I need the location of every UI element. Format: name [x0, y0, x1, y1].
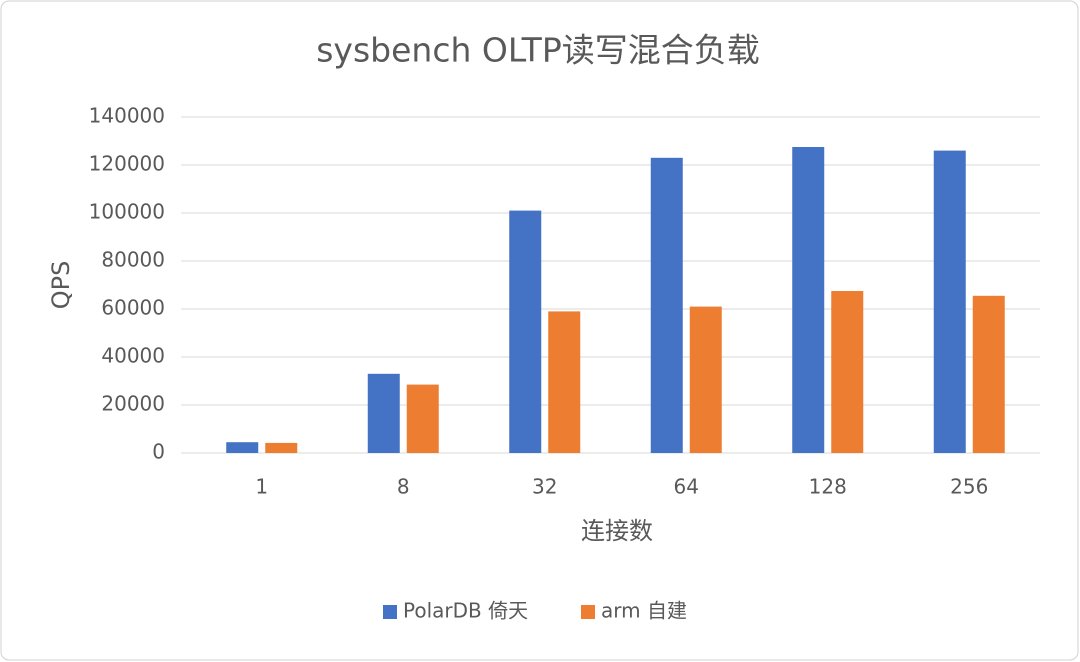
y-tick-label: 80000 — [101, 248, 165, 272]
bar — [792, 147, 825, 453]
x-tick-label: 32 — [532, 475, 557, 499]
bar — [548, 311, 581, 453]
bar — [831, 291, 864, 453]
bar — [509, 210, 542, 453]
y-tick-label: 20000 — [101, 392, 165, 416]
bar — [972, 295, 1005, 453]
bar — [689, 306, 722, 453]
x-tick-label: 8 — [397, 475, 410, 499]
chart-title: sysbench OLTP读写混合负载 — [316, 31, 760, 70]
y-tick-label: 60000 — [101, 296, 165, 320]
x-tick-label: 128 — [809, 475, 847, 499]
bar — [650, 157, 683, 454]
x-tick-label: 256 — [950, 475, 988, 499]
legend-label: PolarDB 倚天 — [403, 599, 528, 623]
x-tick-label: 1 — [255, 475, 268, 499]
y-axis-label: QPS — [47, 261, 75, 310]
legend-swatch — [383, 605, 397, 619]
x-axis-label: 连接数 — [581, 517, 653, 545]
bar — [933, 150, 966, 453]
y-tick-label: 140000 — [89, 104, 165, 128]
legend-label: arm 自建 — [601, 599, 687, 623]
bar — [226, 442, 259, 453]
y-tick-label: 100000 — [89, 200, 165, 224]
bar — [406, 384, 439, 453]
legend-swatch — [581, 605, 595, 619]
bar — [265, 442, 298, 453]
bar — [367, 373, 400, 453]
y-tick-label: 120000 — [89, 152, 165, 176]
y-tick-label: 0 — [152, 440, 165, 464]
x-tick-label: 64 — [674, 475, 699, 499]
y-tick-label: 40000 — [101, 344, 165, 368]
